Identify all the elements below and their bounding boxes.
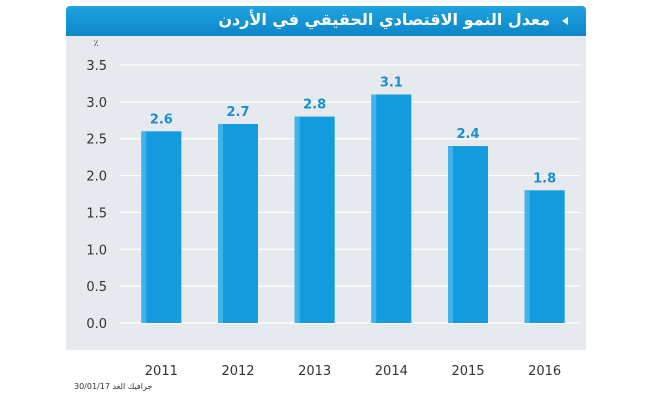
x-tick-label: 2013 [298,364,331,379]
chart-title: معدل النمو الاقتصادي الحقيقي في الأردن [218,10,550,29]
y-tick-label: 1.5 [86,206,107,221]
y-tick-label: 1.0 [86,243,107,258]
bar [448,146,488,323]
bar-data-label: 3.1 [380,75,403,90]
bar-highlight [524,190,530,323]
bar-data-label: 2.7 [226,105,249,120]
title-arrow-icon [562,17,568,25]
bar [141,131,182,323]
bar-highlight [371,94,377,323]
y-unit-label: ٪ [94,39,99,49]
bar-data-label: 2.6 [150,112,173,127]
x-tick-label: 2012 [221,364,254,379]
chart-title-bar: معدل النمو الاقتصادي الحقيقي في الأردن [66,6,586,36]
bar [371,94,412,323]
bar [218,123,258,323]
bar-highlight [294,116,300,323]
bar-data-label: 2.8 [303,98,326,113]
y-tick-label: 2.5 [86,133,107,148]
x-axis-strip [66,350,586,380]
bar-data-label: 1.8 [533,171,556,186]
bar [294,116,335,323]
y-tick-label: 0.5 [86,280,107,295]
bar-data-label: 2.4 [456,127,479,142]
x-tick-label: 2014 [375,364,408,379]
y-tick-label: 0.0 [86,317,107,332]
x-tick-label: 2011 [145,364,178,379]
y-tick-label: 3.0 [86,96,107,111]
y-tick-label: 3.5 [86,59,107,74]
bar-highlight [141,131,147,323]
x-tick-label: 2016 [528,364,561,379]
y-tick-label: 2.0 [86,170,107,185]
bar-highlight [218,123,223,323]
bar-highlight [448,146,453,323]
x-tick-label: 2015 [451,364,484,379]
graphic-credit: جرافيك الغد 30/01/17 [74,382,153,391]
bar [524,190,565,323]
